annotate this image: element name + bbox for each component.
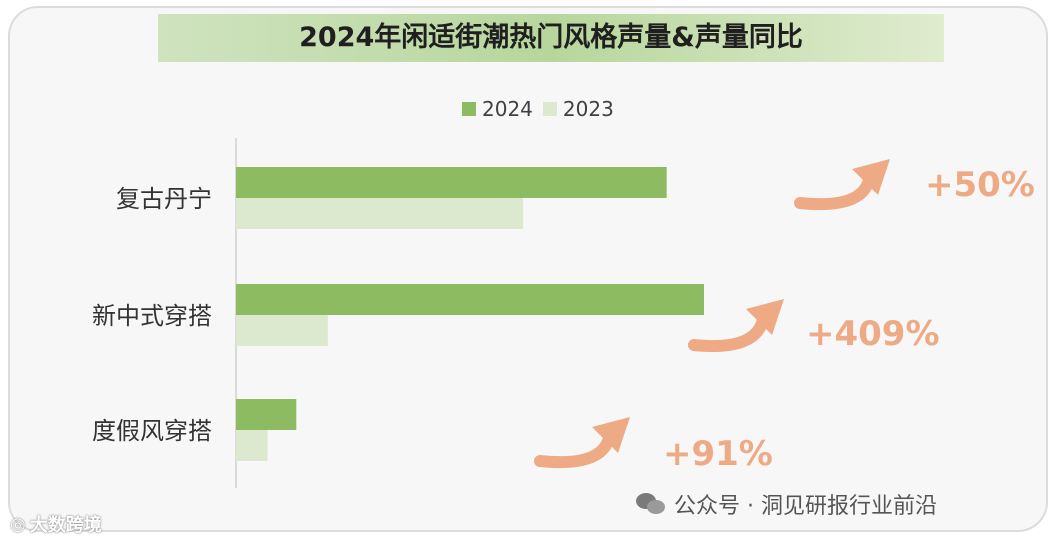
arrow-head-0 xyxy=(852,159,890,195)
bar-2023-1 xyxy=(236,315,328,346)
legend-label-2024: 2024 xyxy=(482,97,533,121)
bar-2024-2 xyxy=(236,399,297,430)
bar-2023-2 xyxy=(236,430,268,461)
title-band xyxy=(158,14,944,62)
arrow-head-2 xyxy=(592,417,630,453)
bar-2023-0 xyxy=(236,198,524,229)
legend-item-2023: 2023 xyxy=(542,97,614,121)
category-label-1: 新中式穿搭 xyxy=(92,302,212,330)
growth-label-1: +409% xyxy=(806,314,940,354)
category-label-2: 度假风穿搭 xyxy=(92,417,212,445)
legend: 2024 2023 xyxy=(462,97,614,121)
watermark-right-text: 公众号 · 洞见研报行业前沿 xyxy=(674,494,937,519)
growth-label-2: +91% xyxy=(663,434,773,474)
bar-2024-1 xyxy=(236,284,704,315)
curved-arrow-icon-2 xyxy=(534,435,614,469)
chart-card xyxy=(8,6,1048,532)
arrow-head-1 xyxy=(746,299,784,335)
bar-2024-0 xyxy=(236,167,667,198)
wechat-icon xyxy=(636,493,666,515)
legend-swatch-2023 xyxy=(542,102,557,116)
legend-swatch-2024 xyxy=(462,102,476,116)
growth-label-0: +50% xyxy=(925,165,1035,205)
chart-title: 2024年闲适街潮热门风格声量&声量同比 xyxy=(299,22,803,53)
watermark-left: ◎ 大数跨境 xyxy=(10,511,102,537)
legend-item-2024: 2024 xyxy=(462,97,533,121)
watermark-right: 公众号 · 洞见研报行业前沿 xyxy=(636,488,937,520)
weibo-icon: ◎ xyxy=(10,513,26,535)
curved-arrow-icon-0 xyxy=(794,177,874,211)
category-label-0: 复古丹宁 xyxy=(116,185,212,213)
curved-arrow-icon-1 xyxy=(688,317,768,353)
legend-label-2023: 2023 xyxy=(562,97,614,121)
watermark-left-text: 大数跨境 xyxy=(29,515,102,536)
